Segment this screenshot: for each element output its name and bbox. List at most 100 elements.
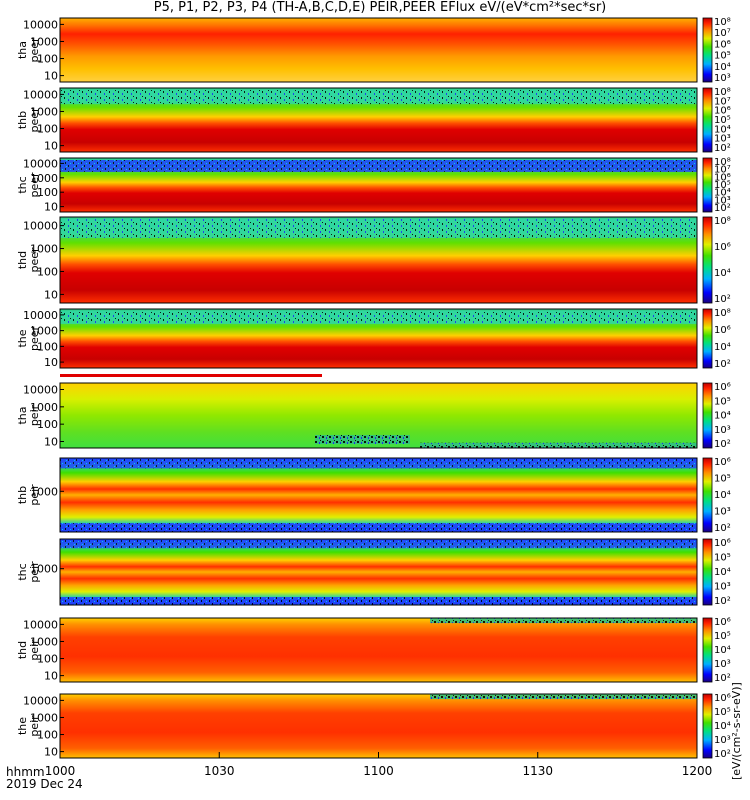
- colorbar-tick-label: 10⁴: [714, 721, 731, 732]
- y-tick-label: 100: [37, 418, 58, 431]
- spectrogram-image: [60, 539, 697, 605]
- y-tick-label: 10000: [23, 384, 58, 397]
- chart-title: P5, P1, P2, P3, P4 (TH-A,B,C,D,E) PEIR,P…: [153, 0, 607, 15]
- panel-frame: [59, 382, 698, 449]
- colorbar-tick-label: 10⁶: [714, 693, 731, 704]
- y-tick-label: 100: [37, 265, 58, 278]
- noise-band: [60, 539, 697, 549]
- colorbar: [702, 457, 713, 533]
- colorbar-tick-label: 10²: [714, 359, 731, 370]
- colorbar-tick-label: 10⁶: [714, 172, 731, 183]
- colorbar-tick-label: 10⁸: [714, 87, 731, 98]
- colorbar-tick-label: 10⁵: [714, 396, 731, 407]
- colorbar-tick-label: 10⁴: [714, 567, 731, 578]
- y-tick-label: 100: [37, 340, 58, 353]
- colorbar-tick-label: 10⁵: [714, 707, 731, 718]
- colorbar-tick-label: 10³: [714, 507, 731, 518]
- colorbar-tick-label: 10⁴: [714, 490, 731, 501]
- colorbar-tick-label: 10³: [714, 735, 731, 746]
- panel-y-label: thbpeir: [16, 484, 41, 506]
- colorbar-tick-label: 10⁶: [714, 242, 731, 253]
- y-tick-label: 10000: [23, 18, 58, 31]
- y-tick-label: 1000: [30, 243, 58, 256]
- colorbar-tick-label: 10³: [714, 134, 731, 145]
- panel-frame: [59, 538, 698, 606]
- colorbar-tick-label: 10⁷: [714, 165, 731, 176]
- colorbar-tick-label: 10³: [714, 73, 731, 84]
- noise-band: [60, 458, 697, 469]
- colorbar-tick-label: 10⁴: [714, 645, 731, 656]
- colorbar-tick-label: 10⁴: [714, 342, 731, 353]
- noise-band: [430, 694, 697, 700]
- panel-y-label: thdpeer: [16, 247, 41, 273]
- colorbar: [702, 17, 713, 83]
- spectrogram-image: [60, 458, 697, 532]
- colorbar: [702, 382, 713, 449]
- colorbar-tick-label: 10³: [714, 195, 731, 206]
- spectrogram-image: [60, 18, 697, 82]
- colorbar-tick-label: 10⁵: [714, 474, 731, 485]
- panel-y-label: thbpeer: [16, 107, 41, 133]
- y-tick-label: 10000: [23, 88, 58, 101]
- y-tick-label: 1000: [30, 711, 58, 724]
- panel-thb-peer: thbpeer 10000 1000 100 10 10⁸10⁷10⁶10⁵10⁴10³1…: [16, 87, 731, 154]
- noise-band: [60, 219, 697, 238]
- colorbar-tick-label: 10⁸: [714, 216, 731, 227]
- y-tick-label: 10000: [23, 220, 58, 233]
- colorbar-tick-label: 10²: [714, 749, 731, 760]
- colorbar-tick-label: 10²: [714, 673, 731, 684]
- colorbar-tick-label: 10⁶: [714, 617, 731, 628]
- colorbar-tick-label: 10⁴: [714, 268, 731, 279]
- y-tick-label: 1000: [30, 172, 58, 185]
- y-tick-label: 100: [37, 186, 58, 199]
- colorbar-tick-label: 10²: [714, 143, 731, 154]
- panel-thd-peer: thdpeer 10000 1000 100 10 10⁸ 10⁶ 10⁴ 10²: [16, 216, 731, 305]
- colorbar: [702, 87, 713, 153]
- y-tick-label: 10: [44, 436, 58, 449]
- colorbar-tick-label: 10⁵: [714, 553, 731, 564]
- colorbar-tick-label: 10⁶: [714, 106, 731, 117]
- date-label: 2019 Dec 24: [6, 777, 83, 791]
- y-tick-label: 10: [44, 356, 58, 369]
- y-tick-label: 10: [44, 288, 58, 301]
- noise-band: [60, 597, 697, 605]
- colorbar-tick-label: 10³: [714, 425, 731, 436]
- y-tick-label: 1000: [30, 563, 58, 576]
- y-tick-label: 10: [44, 670, 58, 683]
- noise-band: [315, 435, 410, 445]
- x-tick-label: 1030: [204, 764, 235, 778]
- colorbar: [702, 216, 713, 304]
- noise-band: [60, 160, 697, 172]
- colorbar-tick-label: 10⁷: [714, 96, 731, 107]
- colorbar-tick-label: 10⁸: [714, 157, 731, 168]
- y-tick-label: 10: [44, 201, 58, 214]
- panel-the-peer: thepeer 10000 1000 100 10 10⁸ 10⁶ 10⁴ 10²: [16, 308, 731, 370]
- data-availability-bar: [60, 374, 322, 377]
- y-tick-label: 10: [44, 746, 58, 759]
- colorbar: [702, 157, 713, 213]
- x-tick-label: 1000: [45, 764, 76, 778]
- y-tick-label: 100: [37, 123, 58, 136]
- colorbar-tick-label: 10²: [714, 294, 731, 305]
- panel-y-label: thepeer: [16, 326, 41, 352]
- colorbar-tick-label: 10⁵: [714, 180, 731, 191]
- x-tick-label: 1200: [682, 764, 713, 778]
- y-tick-label: 10: [44, 70, 58, 83]
- time-axis-label: hhmm: [6, 765, 45, 779]
- noise-band: [420, 442, 697, 448]
- colorbar-tick-label: 10²: [714, 203, 731, 214]
- x-tick-label: 1130: [522, 764, 553, 778]
- colorbar-tick-label: 10²: [714, 523, 731, 534]
- panel-frame: [59, 216, 698, 304]
- y-tick-label: 1000: [30, 35, 58, 48]
- colorbar: [702, 308, 713, 369]
- y-tick-label: 100: [37, 653, 58, 666]
- colorbar-tick-label: 10³: [714, 582, 731, 593]
- colorbar-tick-label: 10⁵: [714, 51, 731, 62]
- panel-frame: [59, 157, 698, 213]
- panel-frame: [59, 17, 698, 83]
- y-tick-label: 1000: [30, 635, 58, 648]
- colorbar: [702, 617, 713, 683]
